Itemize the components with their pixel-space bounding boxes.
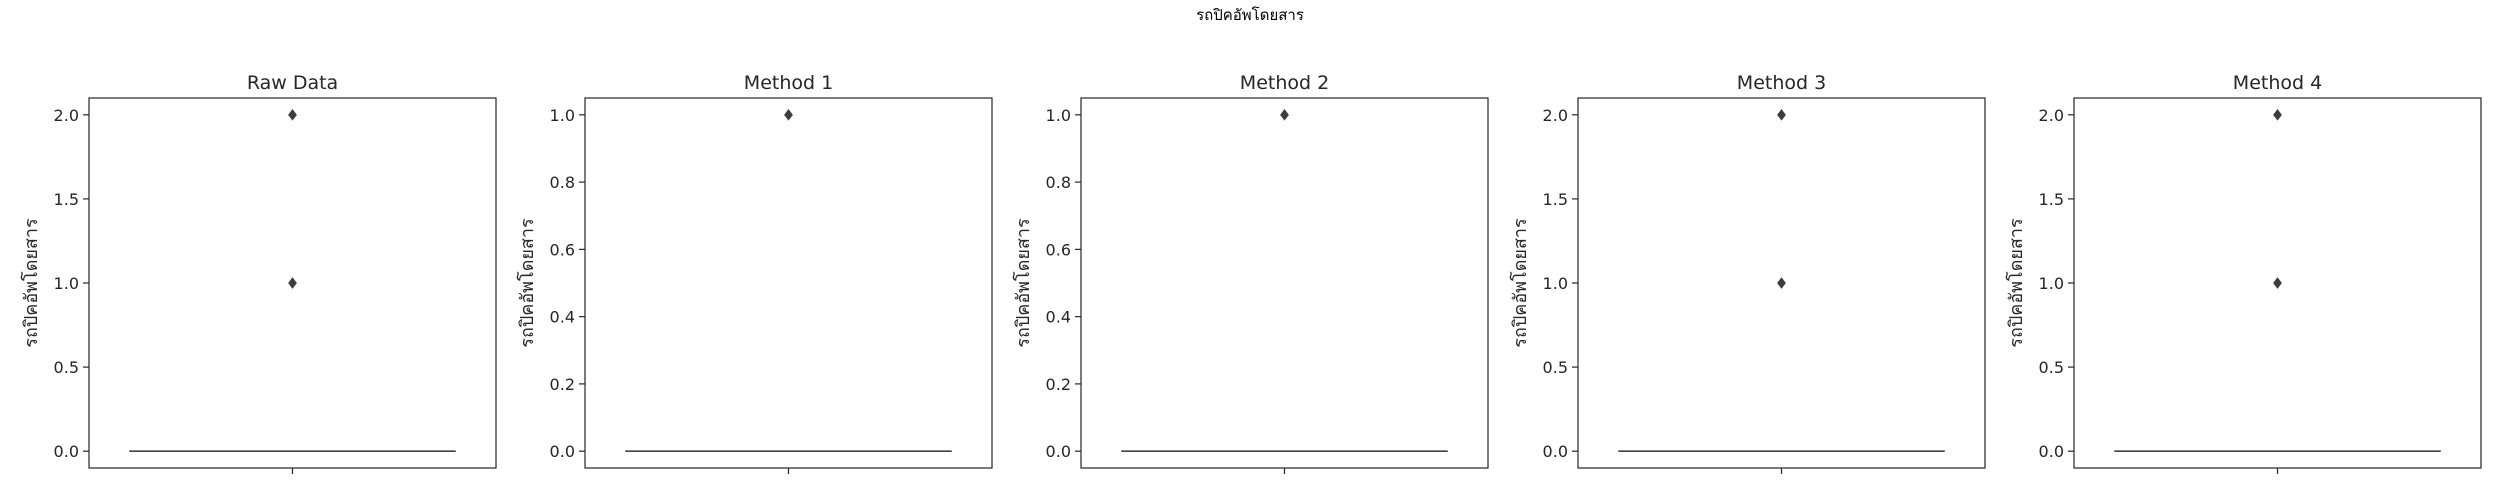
y-tick-label: 0.5 [2039, 358, 2064, 377]
y-tick-label: 0.0 [1543, 442, 1568, 461]
y-tick-label: 1.5 [2039, 190, 2064, 209]
subplot-title: Raw Data [247, 72, 338, 94]
outlier-point [1777, 108, 1786, 121]
y-tick-label: 1.5 [1543, 190, 1568, 209]
y-tick-label: 0.6 [1046, 240, 1071, 259]
y-axis-label: รถปิคอัพโดยสาร [516, 218, 538, 348]
y-tick-label: 2.0 [2039, 106, 2064, 125]
y-tick-label: 0.8 [550, 173, 575, 192]
y-tick-label: 0.0 [1046, 442, 1071, 461]
subplot-title: Method 3 [1737, 72, 1826, 94]
y-tick-label: 0.5 [54, 358, 79, 377]
y-tick-label: 1.0 [54, 274, 79, 293]
y-tick-label: 0.6 [550, 240, 575, 259]
y-tick-label: 0.5 [1543, 358, 1568, 377]
outlier-point [1777, 277, 1786, 289]
y-tick-label: 0.4 [1046, 308, 1071, 327]
subplot-1: Raw Data 0.0 0.5 1.0 1.5 2.0 รถปิคอัพโดยสาร [20, 72, 497, 474]
y-tick-label: 0.0 [54, 442, 79, 461]
subplot-4: Method 3 0.0 0.5 1.0 1.5 2.0 รถปิคอัพโดยสาร [1509, 72, 1986, 474]
y-axis-label: รถปิคอัพโดยสาร [1509, 218, 1531, 348]
y-tick-label: 0.2 [550, 375, 575, 394]
y-tick-label: 1.0 [550, 106, 575, 125]
plot-frame [584, 97, 993, 469]
y-axis-label: รถปิคอัพโดยสาร [1012, 218, 1034, 348]
outlier-point [784, 108, 793, 121]
y-tick-label: 0.0 [550, 442, 575, 461]
y-tick-label: 0.4 [550, 308, 575, 327]
subplot-2: Method 1 0.0 0.2 0.4 0.6 0.8 1.0 รถปิคอัพโดยสาร [516, 72, 993, 474]
figure-title: รถปิคอัพโดยสาร [1196, 6, 1304, 24]
y-tick-label: 1.0 [1046, 106, 1071, 125]
outlier-point [288, 277, 297, 289]
y-axis-label: รถปิคอัพโดยสาร [2005, 218, 2027, 348]
subplot-3: Method 2 0.0 0.2 0.4 0.6 0.8 1.0 รถปิคอัพโดยสาร [1012, 72, 1489, 474]
y-tick-label: 0.0 [2039, 442, 2064, 461]
plot-frame [1080, 97, 1489, 469]
subplot-title: Method 4 [2233, 72, 2322, 94]
y-tick-label: 1.0 [1543, 274, 1568, 293]
y-tick-label: 2.0 [1543, 106, 1568, 125]
y-tick-label: 0.2 [1046, 375, 1071, 394]
y-tick-label: 1.0 [2039, 274, 2064, 293]
y-axis-label: รถปิคอัพโดยสาร [20, 218, 42, 348]
outlier-point [2273, 108, 2282, 121]
subplot-title: Method 1 [744, 72, 833, 94]
y-tick-label: 0.8 [1046, 173, 1071, 192]
outlier-point [2273, 277, 2282, 289]
subplot-5: Method 4 0.0 0.5 1.0 1.5 2.0 รถปิคอัพโดยสาร [2005, 72, 2482, 474]
outlier-point [1280, 108, 1289, 121]
y-tick-label: 2.0 [54, 106, 79, 125]
outlier-point [288, 108, 297, 121]
subplot-title: Method 2 [1240, 72, 1329, 94]
y-tick-label: 1.5 [54, 190, 79, 209]
